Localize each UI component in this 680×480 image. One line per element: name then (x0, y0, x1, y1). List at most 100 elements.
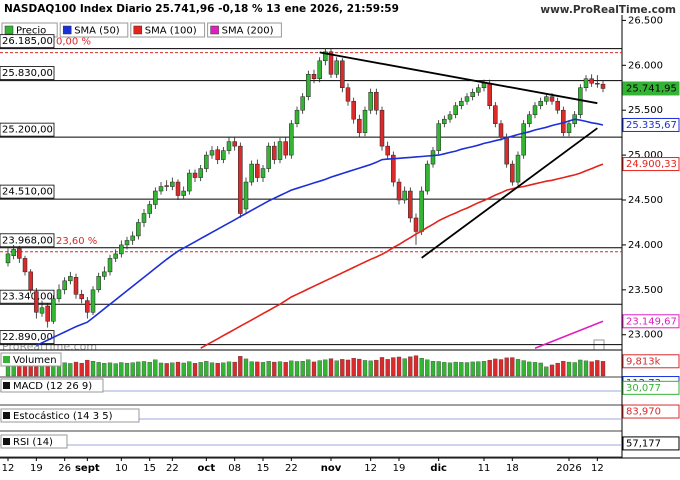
panel-title-icon (3, 382, 10, 389)
candle-body (515, 154, 521, 183)
candle-body (555, 100, 560, 111)
candle-body (430, 150, 436, 165)
candle-body (544, 96, 549, 102)
volume-bar (527, 361, 532, 377)
legend-swatch (62, 25, 72, 35)
volume-bar (170, 362, 175, 377)
volume-bar (68, 363, 73, 377)
candle-body (147, 204, 152, 214)
candle-body (107, 258, 113, 273)
candle-body (249, 163, 254, 183)
volume-bar (544, 366, 549, 377)
candle-body (243, 181, 249, 210)
candle-body (459, 100, 464, 106)
volume-bar (96, 362, 101, 377)
level-label: 24.510,00 (2, 187, 53, 198)
volume-bar (459, 362, 464, 377)
volume-bar (198, 362, 203, 377)
volume-bar (481, 361, 487, 377)
volume-bar (147, 362, 152, 377)
x-tick-label: 12 (2, 463, 15, 474)
panel-title-box (0, 352, 62, 367)
level-box (0, 233, 55, 248)
volume-bar (73, 361, 79, 377)
volume-bar (549, 364, 555, 377)
candle-body (442, 118, 447, 124)
last-value-box (622, 314, 680, 329)
volume-bar (430, 360, 436, 377)
y-tick-label: 26.500 (628, 15, 663, 26)
volume-bar (515, 359, 521, 377)
candle-body (328, 51, 334, 75)
indicator-value-box (622, 404, 680, 419)
indicator-value-label: 30,077 (626, 383, 661, 394)
volume-bar (351, 357, 356, 377)
x-tick-label: 10 (115, 463, 128, 474)
volume-bar (368, 360, 373, 377)
level-tag: 23,60 % (56, 236, 97, 247)
volume-bar (345, 359, 351, 377)
candle-body (96, 276, 101, 291)
level-label: 22.890,00 (2, 332, 53, 343)
y-tick-label: 25.500 (628, 105, 663, 116)
candle-body (521, 123, 526, 156)
candle-body (538, 100, 543, 106)
candle-body (368, 91, 373, 111)
candle-body (374, 91, 379, 111)
volume-bar (600, 361, 606, 377)
x-tick-label: 19 (30, 463, 43, 474)
volume-bar (504, 357, 509, 377)
indicator-value-label: 57,177 (626, 438, 661, 449)
candle-body (39, 307, 45, 314)
candle-body (266, 145, 271, 169)
last-value-label: 24.900,33 (626, 159, 677, 170)
volume-bar (589, 361, 594, 377)
candle-body (158, 186, 164, 192)
trendline (319, 51, 598, 105)
last-value-label: 25.335,67 (626, 120, 677, 131)
candle-body (510, 163, 515, 183)
volume-bar (124, 362, 130, 377)
candle-body (170, 181, 175, 187)
volume-bar (294, 361, 300, 377)
volume-bar (476, 361, 481, 377)
candle-body (351, 100, 356, 120)
candle-body (317, 60, 322, 80)
volume-bar (317, 360, 322, 377)
volume-bar (413, 355, 419, 377)
sma-line (35, 118, 604, 347)
candle-body (425, 163, 430, 192)
volume-bar (300, 360, 305, 377)
volume-bar (498, 359, 504, 377)
volume-bar (215, 362, 220, 377)
volume-bar (470, 361, 475, 377)
last-value-label: 25.741,95 (626, 83, 677, 94)
volume-bar (357, 358, 362, 377)
candle-body (436, 123, 441, 151)
legend-box (207, 22, 282, 38)
volume-bar (391, 357, 396, 377)
x-tick-label: 11 (478, 463, 491, 474)
volume-bar (402, 358, 407, 377)
volume-bar (493, 358, 498, 377)
last-value-box (622, 354, 680, 369)
candle-body (272, 145, 277, 160)
level-label: 25.200,00 (2, 125, 53, 136)
candle-body (22, 258, 28, 273)
candle-body (493, 105, 498, 124)
level-box (0, 184, 55, 199)
level-label: 26.185,00 (2, 36, 53, 47)
trendline (421, 127, 598, 259)
panel-title-icon (3, 438, 10, 445)
volume-bar (141, 361, 147, 377)
volume-bar (396, 356, 402, 377)
candle-body (334, 60, 339, 75)
volume-bar (272, 361, 277, 377)
candle-body (447, 114, 453, 120)
panel-title: Estocástico (14 3 5) (13, 410, 113, 422)
candle-body (153, 190, 158, 205)
candle-body (73, 277, 79, 295)
volume-bar (578, 359, 583, 377)
candle-body (56, 289, 62, 300)
